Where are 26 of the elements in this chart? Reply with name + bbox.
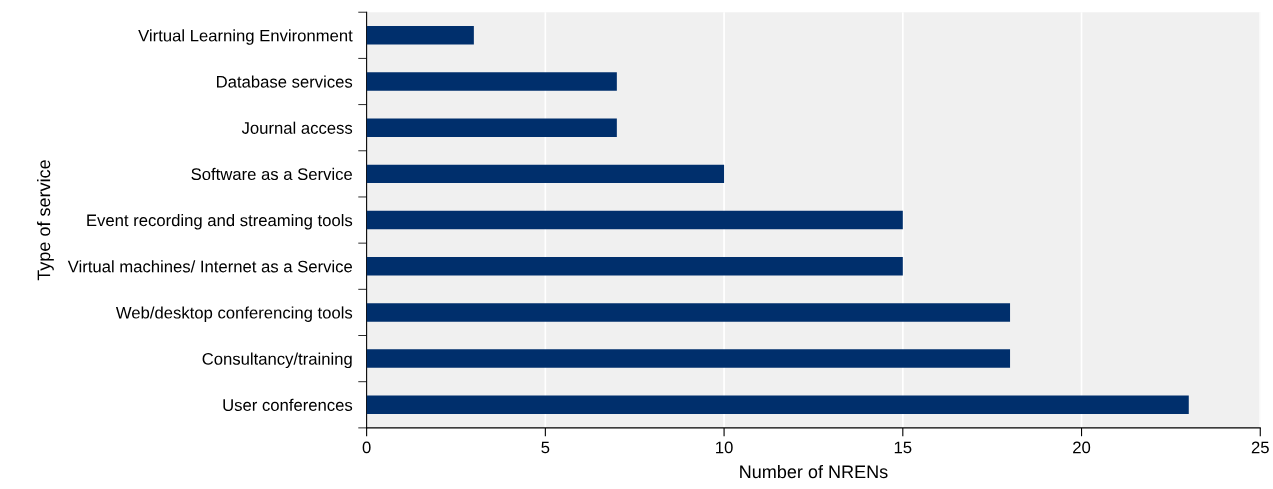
bar bbox=[366, 210, 903, 230]
y-tick-label: Virtual Learning Environment bbox=[138, 29, 353, 45]
x-tick-label: 25 bbox=[1251, 441, 1269, 454]
bar bbox=[366, 72, 617, 91]
y-tick-label: Software as a Service bbox=[191, 167, 352, 181]
y-tick-label: User conferences bbox=[223, 398, 353, 411]
bar bbox=[366, 349, 1011, 368]
x-tick-label: 5 bbox=[541, 441, 550, 454]
x-tick-label: 15 bbox=[894, 441, 912, 454]
bar bbox=[366, 303, 1011, 322]
y-tick-label: Consultancy/training bbox=[202, 352, 352, 369]
y-tick-label: Event recording and streaming tools bbox=[87, 214, 353, 230]
x-axis-title: Number of NRENs bbox=[740, 464, 888, 479]
bar bbox=[366, 118, 617, 137]
x-tick-label: 20 bbox=[1073, 441, 1091, 454]
y-tick-label: Database services bbox=[217, 75, 353, 88]
bar bbox=[366, 257, 903, 276]
x-tick-label: 10 bbox=[716, 441, 733, 454]
y-tick-label: Web/desktop conferencing tools bbox=[115, 306, 353, 322]
bar bbox=[366, 395, 1189, 415]
bar bbox=[366, 164, 725, 184]
x-tick-label: 0 bbox=[362, 441, 371, 454]
y-axis-title: Type of service bbox=[37, 160, 54, 281]
bar bbox=[366, 26, 474, 45]
y-tick-label: Journal access bbox=[241, 121, 353, 134]
y-tick-label: Virtual machines/ Internet as a Service bbox=[67, 260, 353, 273]
